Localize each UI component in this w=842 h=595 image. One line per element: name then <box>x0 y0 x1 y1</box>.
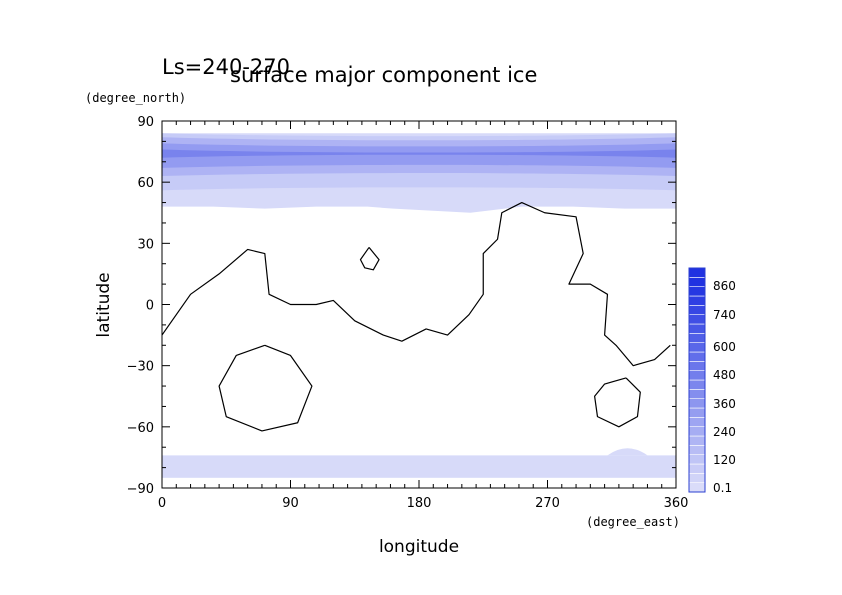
colorbar-frame <box>688 267 706 493</box>
y-tick-labels: 90 60 30 0 −30 −60 −90 <box>127 115 154 497</box>
y-tick-label: 0 <box>146 299 154 314</box>
colorbar-tick-label: 120 <box>713 453 736 467</box>
south-cap-base <box>162 455 676 478</box>
y-tick-label: −30 <box>127 360 154 375</box>
north-cap-band-3 <box>162 149 676 158</box>
colorbar-segment <box>688 426 706 437</box>
colorbar-segment <box>688 463 706 474</box>
colorbar-segment <box>688 473 706 483</box>
x-tick-label: 180 <box>407 496 432 511</box>
y-unit: (degree_north) <box>85 91 186 105</box>
contour-argyre <box>594 377 641 428</box>
colorbar-segment <box>688 482 706 493</box>
x-tick-labels: 0 90 180 270 360 <box>158 496 689 511</box>
colorbar-segment <box>688 361 706 371</box>
contour-hellas <box>218 344 313 432</box>
colorbar-segment <box>688 333 706 343</box>
colorbar-segment <box>688 267 706 278</box>
colorbar-segment <box>688 389 706 399</box>
y-tick-label: −60 <box>127 421 154 436</box>
x-axis-label: longitude <box>379 537 459 557</box>
colorbar-tick-label: 0.1 <box>713 481 732 495</box>
ice-fill-layer <box>162 133 676 478</box>
colorbar-segment <box>688 398 706 409</box>
topography-contours <box>162 201 671 432</box>
y-tick-label: 30 <box>137 237 154 252</box>
subtitle: Ls=240-270 <box>162 55 290 79</box>
colorbar-segment <box>688 342 706 353</box>
colorbar-tick-label: 600 <box>713 340 736 354</box>
colorbar-segment <box>688 314 706 325</box>
contour-olympus <box>359 247 380 271</box>
colorbar-segment <box>688 445 706 455</box>
colorbar-segment <box>688 295 706 306</box>
tick-marks <box>161 120 677 489</box>
colorbar-segment <box>688 277 706 287</box>
colorbar-segment <box>688 454 706 465</box>
x-tick-label: 0 <box>158 496 166 511</box>
x-tick-label: 90 <box>282 496 299 511</box>
colorbar-segment <box>688 351 706 362</box>
colorbar-segment <box>688 323 706 334</box>
chart-title: surface major component ice <box>230 63 537 87</box>
colorbar-tick-label: 860 <box>713 279 736 293</box>
south-cap-bump <box>607 448 648 456</box>
colorbar: 860 740 600 480 360 240 120 0.1 <box>688 267 736 495</box>
colorbar-segment <box>688 417 706 427</box>
colorbar-tick-label: 740 <box>713 308 736 322</box>
y-tick-label: 90 <box>137 115 154 130</box>
colorbar-segment <box>688 370 706 381</box>
y-tick-label: 60 <box>137 176 154 191</box>
colorbar-segment <box>688 435 706 446</box>
x-tick-label: 270 <box>535 496 560 511</box>
colorbar-tick-label: 480 <box>713 368 736 382</box>
colorbar-segment <box>688 407 706 418</box>
x-tick-label: 360 <box>664 496 689 511</box>
colorbar-tick-label: 360 <box>713 397 736 411</box>
colorbar-tick-label: 240 <box>713 425 736 439</box>
x-unit: (degree_east) <box>586 515 680 529</box>
colorbar-segment <box>688 286 706 297</box>
y-tick-label: −90 <box>127 482 154 497</box>
north-cap-band-2 <box>162 143 676 168</box>
y-axis-label: latitude <box>94 272 114 337</box>
colorbar-segment <box>688 305 706 315</box>
colorbar-segment <box>688 379 706 390</box>
contour-continent <box>162 201 671 367</box>
